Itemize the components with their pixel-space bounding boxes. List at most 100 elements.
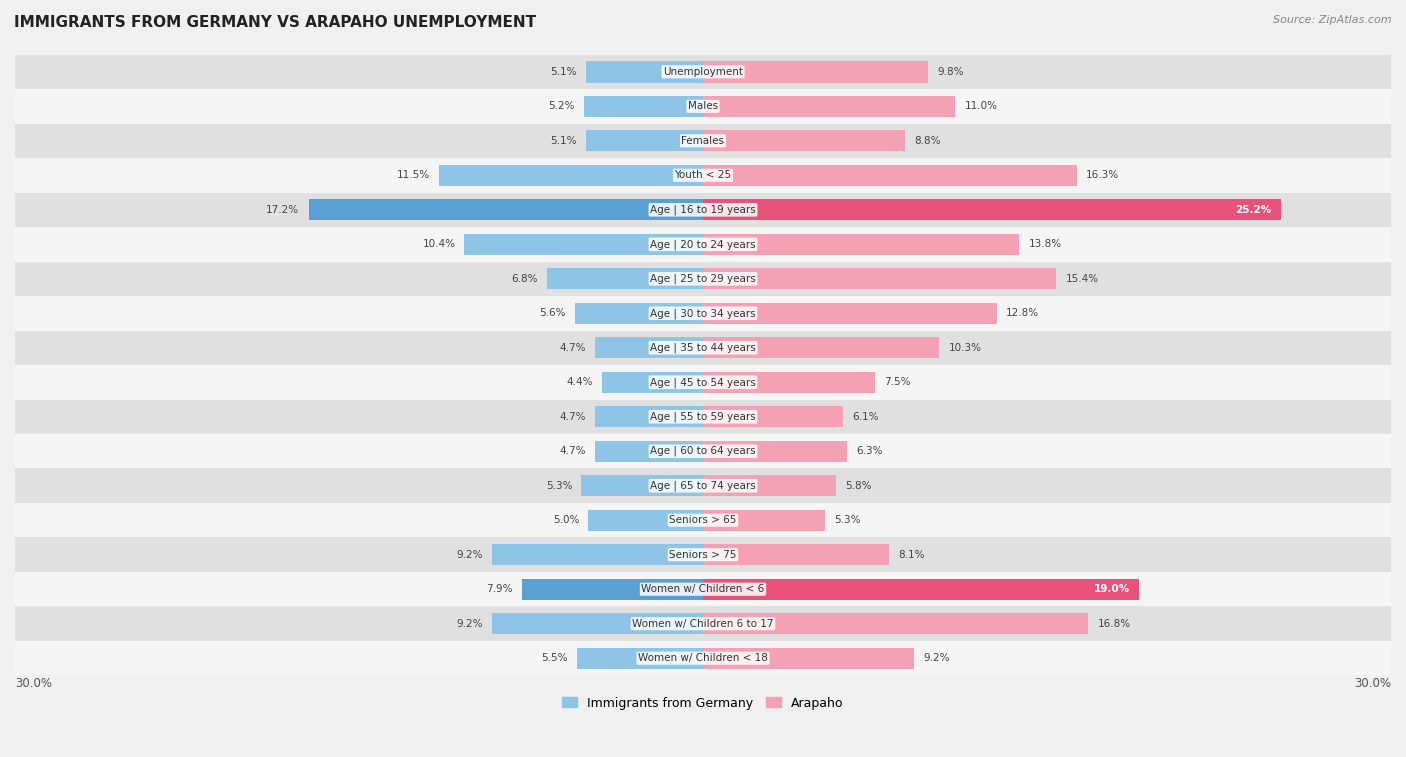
Bar [15,227,1391,261]
Bar [15,606,1391,641]
Bar [15,469,1391,503]
Text: 15.4%: 15.4% [1066,274,1098,284]
Text: 5.5%: 5.5% [541,653,568,663]
Bar [703,613,1088,634]
Bar [15,434,1391,469]
Text: Women w/ Children 6 to 17: Women w/ Children 6 to 17 [633,618,773,629]
Bar [703,199,1281,220]
Text: 6.8%: 6.8% [512,274,538,284]
Text: 10.4%: 10.4% [422,239,456,249]
Text: Seniors > 75: Seniors > 75 [669,550,737,559]
Text: Age | 65 to 74 years: Age | 65 to 74 years [650,481,756,491]
Text: 8.8%: 8.8% [914,136,941,146]
Text: 5.2%: 5.2% [548,101,575,111]
Bar [703,647,914,669]
Text: Age | 30 to 34 years: Age | 30 to 34 years [650,308,756,319]
Text: 6.1%: 6.1% [852,412,879,422]
Text: 10.3%: 10.3% [949,343,981,353]
Bar [586,130,703,151]
Bar [439,164,703,186]
Text: 5.3%: 5.3% [546,481,572,491]
Bar [15,641,1391,675]
Bar [15,400,1391,434]
Bar [15,123,1391,158]
Text: 4.7%: 4.7% [560,412,586,422]
Text: Age | 60 to 64 years: Age | 60 to 64 years [650,446,756,456]
Bar [492,613,703,634]
Text: 13.8%: 13.8% [1029,239,1062,249]
Text: 9.2%: 9.2% [924,653,949,663]
Bar [703,303,997,324]
Text: Males: Males [688,101,718,111]
Text: 12.8%: 12.8% [1005,308,1039,318]
Bar [703,95,955,117]
Bar [547,268,703,289]
Bar [602,372,703,393]
Bar [703,578,1139,600]
Text: Age | 35 to 44 years: Age | 35 to 44 years [650,342,756,353]
Bar [703,61,928,83]
Bar [15,537,1391,572]
Text: IMMIGRANTS FROM GERMANY VS ARAPAHO UNEMPLOYMENT: IMMIGRANTS FROM GERMANY VS ARAPAHO UNEMP… [14,15,536,30]
Bar [15,572,1391,606]
Bar [576,647,703,669]
Bar [522,578,703,600]
Text: Age | 55 to 59 years: Age | 55 to 59 years [650,412,756,422]
Text: 9.8%: 9.8% [936,67,963,76]
Text: 4.4%: 4.4% [567,377,593,388]
Text: 5.6%: 5.6% [538,308,565,318]
Text: 8.1%: 8.1% [898,550,924,559]
Bar [492,544,703,565]
Legend: Immigrants from Germany, Arapaho: Immigrants from Germany, Arapaho [557,692,849,715]
Bar [15,192,1391,227]
Text: Females: Females [682,136,724,146]
Bar [15,89,1391,123]
Text: 16.3%: 16.3% [1085,170,1119,180]
Bar [703,234,1019,255]
Text: 11.0%: 11.0% [965,101,997,111]
Text: Unemployment: Unemployment [664,67,742,76]
Bar [703,475,837,497]
Bar [595,406,703,428]
Text: Age | 20 to 24 years: Age | 20 to 24 years [650,239,756,250]
Text: 30.0%: 30.0% [15,678,52,690]
Bar [575,303,703,324]
Text: Women w/ Children < 18: Women w/ Children < 18 [638,653,768,663]
Bar [15,158,1391,192]
Text: 30.0%: 30.0% [1354,678,1391,690]
Text: 5.1%: 5.1% [550,67,576,76]
Text: 11.5%: 11.5% [396,170,430,180]
Bar [703,509,824,531]
Text: 6.3%: 6.3% [856,446,883,456]
Bar [703,337,939,359]
Bar [308,199,703,220]
Bar [15,55,1391,89]
Text: 5.3%: 5.3% [834,516,860,525]
Bar [588,509,703,531]
Text: 16.8%: 16.8% [1098,618,1130,629]
Bar [15,261,1391,296]
Bar [586,61,703,83]
Text: 19.0%: 19.0% [1094,584,1129,594]
Text: Source: ZipAtlas.com: Source: ZipAtlas.com [1274,15,1392,25]
Text: 25.2%: 25.2% [1236,205,1272,215]
Bar [583,95,703,117]
Text: 9.2%: 9.2% [457,550,482,559]
Bar [464,234,703,255]
Text: 4.7%: 4.7% [560,446,586,456]
Bar [703,268,1056,289]
Text: Age | 45 to 54 years: Age | 45 to 54 years [650,377,756,388]
Text: Seniors > 65: Seniors > 65 [669,516,737,525]
Bar [15,365,1391,400]
Text: Women w/ Children < 6: Women w/ Children < 6 [641,584,765,594]
Text: 7.5%: 7.5% [884,377,911,388]
Text: 5.1%: 5.1% [550,136,576,146]
Bar [595,441,703,462]
Bar [15,331,1391,365]
Bar [703,441,848,462]
Bar [703,164,1077,186]
Bar [703,544,889,565]
Text: 5.0%: 5.0% [553,516,579,525]
Bar [703,130,905,151]
Text: 4.7%: 4.7% [560,343,586,353]
